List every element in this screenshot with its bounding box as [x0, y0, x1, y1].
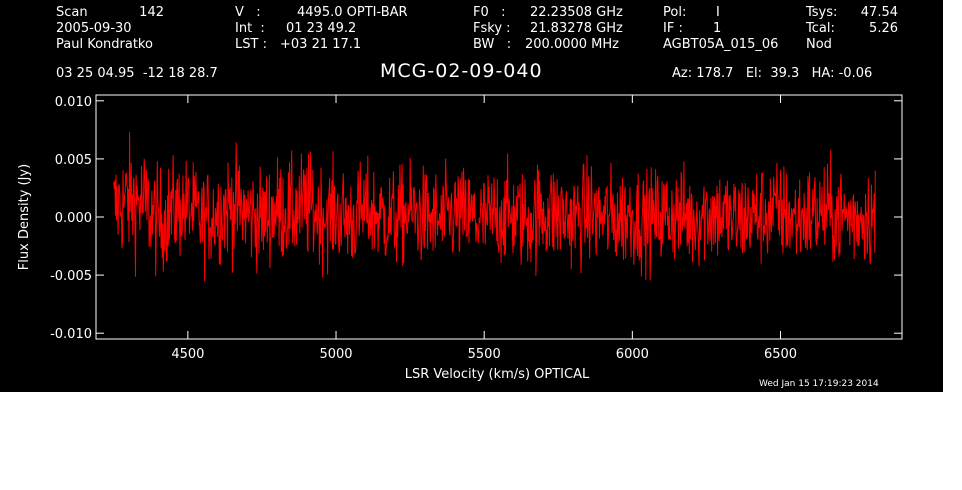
scan-number: 142	[139, 5, 164, 20]
y-axis: -0.010 -0.005 0.000 0.005 0.010	[50, 95, 902, 342]
x-tick-label: 4500	[171, 347, 204, 362]
x-axis-label: LSR Velocity (km/s) OPTICAL	[405, 367, 590, 382]
lst-label: LST :	[235, 37, 267, 52]
observer-name: Paul Kondratko	[56, 37, 153, 52]
rest-frequency-value: 22.23508 GHz	[530, 5, 623, 20]
lst-value: +03 21 17.1	[280, 37, 362, 52]
if-value: 1	[713, 21, 722, 36]
flux-series-line	[113, 131, 876, 282]
plot-window: Scan 142 2005-09-30 Paul Kondratko V : 4…	[0, 0, 943, 392]
scan-label: Scan	[56, 5, 88, 20]
sky-frequency-value: 21.83278 GHz	[530, 21, 623, 36]
tsys-label: Tsys:	[806, 5, 838, 20]
chart-title: MCG-02-09-040	[380, 60, 543, 82]
if-label: IF :	[663, 21, 683, 36]
rest-frequency-label: F0 :	[473, 5, 506, 20]
tsys-value: 47.54	[860, 5, 898, 20]
polarization-label: Pol:	[663, 5, 687, 20]
bandwidth-label: BW :	[473, 37, 512, 52]
polarization-value: I	[716, 5, 720, 20]
y-tick-label: -0.005	[50, 269, 92, 284]
sky-frequency-label: Fsky :	[473, 21, 511, 36]
plot-timestamp: Wed Jan 15 17:19:23 2014	[759, 379, 879, 389]
x-tick-label: 5000	[319, 347, 352, 362]
flux-trace	[113, 131, 876, 282]
x-tick-label: 5500	[468, 347, 501, 362]
az-el-ha: Az: 178.7 El: 39.3 HA: -0.06	[672, 66, 873, 81]
bandwidth-value: 200.0000 MHz	[525, 37, 619, 52]
x-tick-label: 6500	[764, 347, 797, 362]
y-tick-label: 0.010	[55, 95, 92, 110]
observation-date: 2005-09-30	[56, 21, 132, 36]
integration-label: Int :	[235, 21, 265, 36]
velocity-value: 4495.0 OPTI-BAR	[297, 5, 408, 20]
y-axis-label: Flux Density (Jy)	[17, 164, 32, 270]
y-tick-label: 0.000	[55, 211, 92, 226]
x-tick-label: 6000	[616, 347, 649, 362]
tcal-value: 5.26	[869, 21, 898, 36]
source-coordinates: 03 25 04.95 -12 18 28.7	[56, 66, 218, 81]
velocity-label: V :	[235, 5, 261, 20]
integration-value: 01 23 49.2	[286, 21, 357, 36]
tcal-label: Tcal:	[806, 21, 835, 36]
chart-svg: 4500 5000 5500 6000 6500 -0.010 -0.005 0.000 0.…	[17, 94, 903, 382]
x-axis: 4500 5000 5500 6000 6500	[171, 95, 797, 362]
y-tick-label: 0.005	[55, 153, 92, 168]
project-id: AGBT05A_015_06	[663, 37, 779, 52]
switching-mode: Nod	[806, 37, 832, 52]
y-tick-label: -0.010	[50, 327, 92, 342]
